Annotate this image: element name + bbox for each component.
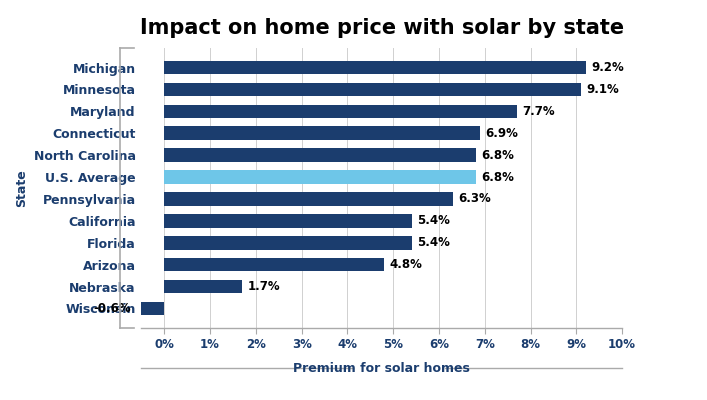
Text: 9.2%: 9.2% [591,61,624,74]
Title: Impact on home price with solar by state: Impact on home price with solar by state [140,18,624,38]
Text: Premium for solar homes: Premium for solar homes [293,362,470,374]
Bar [164,61,585,74]
Bar [164,126,480,140]
Text: 6.8%: 6.8% [481,149,514,162]
Text: 4.8%: 4.8% [390,258,423,271]
Bar [164,170,476,184]
Bar [164,83,581,96]
Text: 5.4%: 5.4% [417,236,450,249]
Text: 6.9%: 6.9% [486,127,519,140]
Bar [137,302,164,315]
Text: -0.6%: -0.6% [94,302,132,315]
Text: 5.4%: 5.4% [417,214,450,227]
Y-axis label: State: State [16,169,28,207]
Bar [164,258,384,272]
Text: 6.8%: 6.8% [481,170,514,184]
Bar [164,104,517,118]
Text: 9.1%: 9.1% [586,83,619,96]
Text: 6.3%: 6.3% [458,192,491,206]
Bar [164,192,452,206]
Text: 7.7%: 7.7% [522,105,555,118]
Bar [164,214,411,228]
Bar [164,236,411,250]
Text: 1.7%: 1.7% [247,280,280,293]
Bar [164,280,242,293]
Bar [164,148,476,162]
